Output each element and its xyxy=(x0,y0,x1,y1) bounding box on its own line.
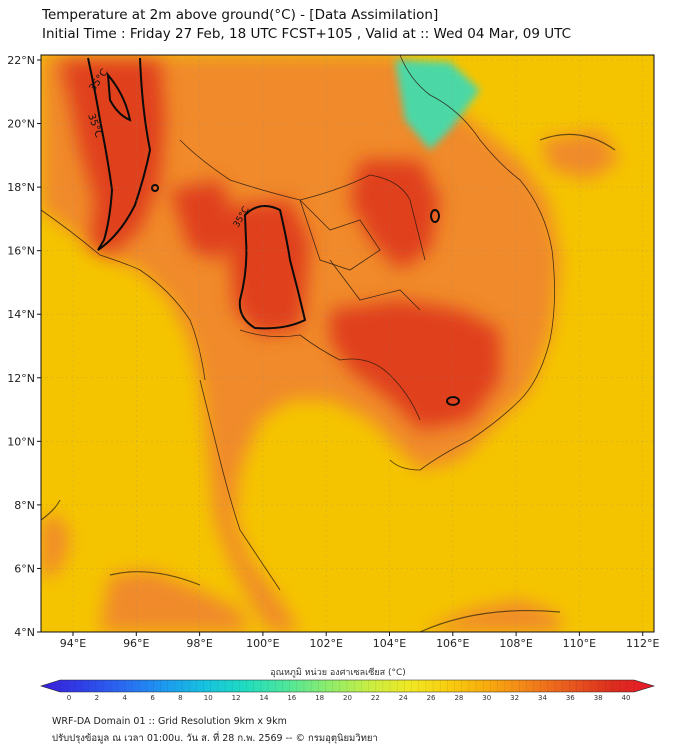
lat-label: 8°N xyxy=(14,499,35,512)
graticule xyxy=(41,55,654,632)
lon-label: 104°E xyxy=(373,637,406,650)
lat-label: 22°N xyxy=(7,54,35,67)
lat-label: 6°N xyxy=(14,562,35,575)
lat-label: 16°N xyxy=(7,245,35,258)
lon-label: 108°E xyxy=(499,637,532,650)
colorbar-tick-label: 10 xyxy=(204,694,213,702)
colorbar-tick-label: 6 xyxy=(150,694,155,702)
political-borders xyxy=(41,55,555,591)
colorbar-tick-label: 12 xyxy=(232,694,241,702)
lon-label: 94°E xyxy=(60,637,86,650)
colorbar-tick-label: 38 xyxy=(594,694,603,702)
colorbar-title: อุณหภูมิ หน่วย องศาเซลเซียส (°C) xyxy=(270,668,406,678)
colorbar-tick-label: 30 xyxy=(482,694,491,702)
colorbar-tick-label: 0 xyxy=(67,694,71,702)
lon-label: 110°E xyxy=(563,637,596,650)
lon-label: 112°E xyxy=(626,637,659,650)
colorbar-tick-label: 2 xyxy=(95,694,99,702)
colorbar-ticks: 0 2 4 6 8 10 12 14 16 18 20 22 24 26 28 30 32 34 36 38 40 xyxy=(59,680,635,702)
map-subtitle: Initial Time : Friday 27 Feb, 18 UTC FCS… xyxy=(42,26,572,42)
colorbar-tick-label: 28 xyxy=(454,694,463,702)
lat-label: 4°N xyxy=(14,626,35,639)
lon-label: 98°E xyxy=(186,637,212,650)
contours-35c xyxy=(87,57,460,406)
footer-domain: WRF-DA Domain 01 :: Grid Resolution 9km … xyxy=(52,716,287,727)
colorbar-tick-label: 40 xyxy=(622,694,631,702)
lat-label: 10°N xyxy=(7,435,35,448)
lat-label: 20°N xyxy=(7,118,35,131)
lon-label: 100°E xyxy=(246,637,279,650)
colorbar-tick-label: 36 xyxy=(566,694,575,702)
colorbar-tick-label: 26 xyxy=(427,694,436,702)
longitude-axis: 94°E 96°E 98°E 100°E 102°E 104°E 106°E 108°E 110… xyxy=(60,632,659,650)
colorbar-tick-label: 34 xyxy=(538,694,547,702)
colorbar-tick-label: 24 xyxy=(399,694,408,702)
map-frame xyxy=(40,54,655,633)
colorbar-tick-label: 20 xyxy=(343,694,352,702)
map-panel: 35°C 35°C 35°C xyxy=(41,55,654,632)
footer-update: ปรับปรุงข้อมูล ณ เวลา 01:00u. วัน ส. ที่… xyxy=(52,733,378,744)
latitude-axis: 22°N 20°N 18°N 16°N 14°N 12°N 10°N 8°N 6°N 4°N xyxy=(7,54,41,639)
coastline xyxy=(41,133,616,632)
lon-label: 102°E xyxy=(309,637,342,650)
lon-label: 96°E xyxy=(123,637,149,650)
colorbar-tick-label: 4 xyxy=(122,694,127,702)
colorbar-tick-label: 14 xyxy=(259,694,268,702)
hot-zones xyxy=(60,60,500,430)
lat-label: 12°N xyxy=(7,372,35,385)
colorbar: 0 2 4 6 8 10 12 14 16 18 20 22 24 26 28 30 32 34 36 38 40 xyxy=(40,679,656,702)
colorbar-tick-label: 18 xyxy=(315,694,324,702)
lon-label: 106°E xyxy=(436,637,469,650)
colorbar-tick-label: 32 xyxy=(510,694,519,702)
colorbar-tick-label: 22 xyxy=(371,694,380,702)
colorbar-tick-label: 16 xyxy=(287,694,296,702)
lat-label: 14°N xyxy=(7,308,35,321)
lat-label: 18°N xyxy=(7,181,35,194)
colorbar-tick-label: 8 xyxy=(178,694,182,702)
map-title: Temperature at 2m above ground(°C) - [Da… xyxy=(42,7,439,23)
colorbar-strip xyxy=(40,679,656,693)
